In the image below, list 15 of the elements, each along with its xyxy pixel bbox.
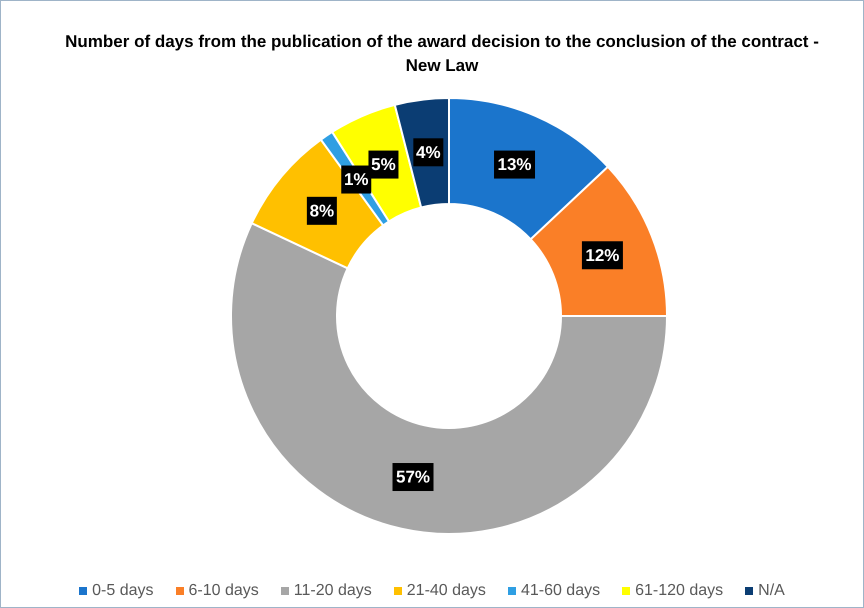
- legend-label: 11-20 days: [292, 582, 372, 600]
- data-label: 57%: [396, 468, 430, 487]
- chart-title: Number of days from the publication of the award decision to the conclusion of the contract - New Law: [64, 31, 820, 77]
- data-label: 12%: [585, 246, 620, 265]
- legend-label: 41-60 days: [520, 582, 600, 600]
- legend-label: 61-120 days: [634, 582, 724, 600]
- data-label: 4%: [416, 142, 441, 162]
- legend-label: N/A: [757, 582, 785, 600]
- data-label: 1%: [344, 170, 369, 190]
- legend-label: 21-40 days: [406, 582, 486, 600]
- data-label: 8%: [310, 201, 334, 220]
- legend-label: 6-10 days: [188, 582, 259, 600]
- legend-label: 0-5 days: [91, 582, 154, 600]
- data-label: 13%: [498, 155, 532, 174]
- data-label: 5%: [371, 155, 396, 174]
